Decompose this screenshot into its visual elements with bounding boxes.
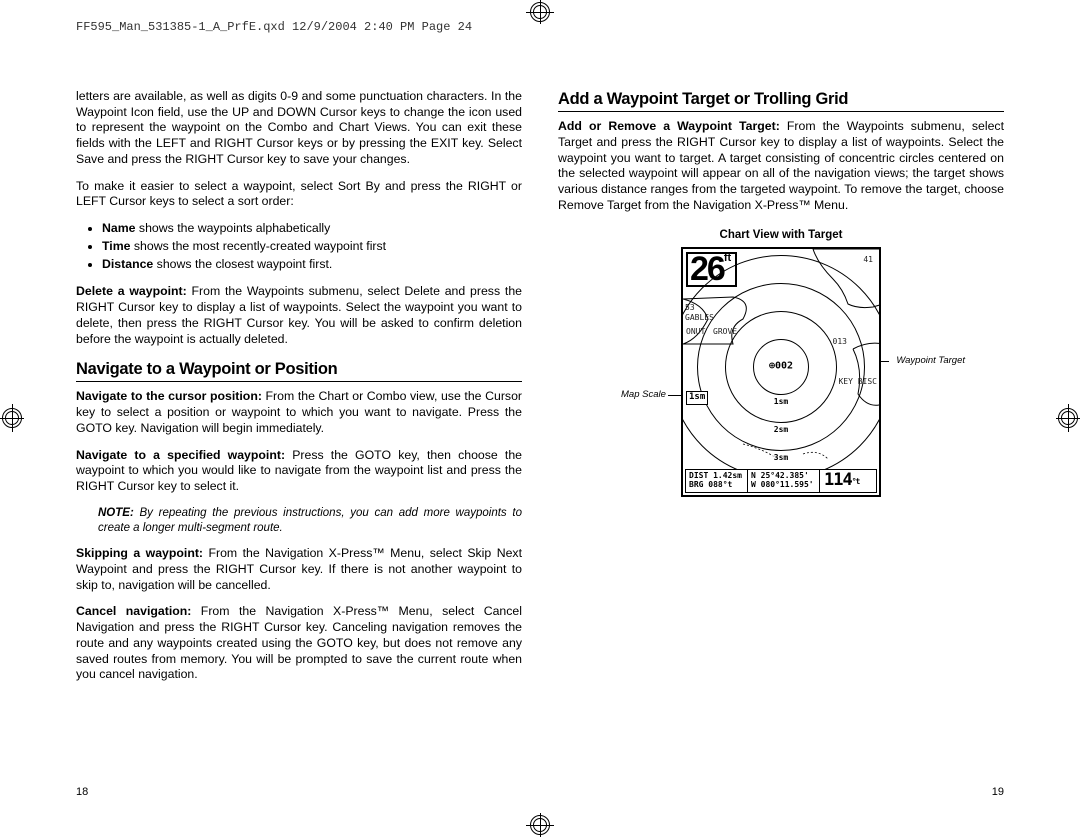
waypoint-icon: ⊕002 <box>769 361 793 374</box>
para: To make it easier to select a waypoint, … <box>76 179 522 210</box>
map-scale-box: 1sm <box>686 391 708 405</box>
left-column: letters are available, as well as digits… <box>76 89 522 694</box>
info-bar: DIST 1.42smBRG 088°t N 25°42.385'W 080°1… <box>685 469 877 493</box>
heading-navigate: Navigate to a Waypoint or Position <box>76 359 522 382</box>
page-number-left: 18 <box>76 786 88 798</box>
list-item: Distance shows the closest waypoint firs… <box>102 257 522 273</box>
note: NOTE: By repeating the previous instruct… <box>98 506 522 535</box>
para: Skipping a waypoint: From the Navigation… <box>76 546 522 593</box>
para: Navigate to a specified waypoint: Press … <box>76 448 522 495</box>
crop-circle <box>533 818 547 832</box>
ring-label: 3sm <box>773 453 789 463</box>
heading-target: Add a Waypoint Target or Trolling Grid <box>558 89 1004 112</box>
crop-circle <box>533 5 547 19</box>
sort-list: Name shows the waypoints alphabetically … <box>102 221 522 272</box>
para: Delete a waypoint: From the Waypoints su… <box>76 284 522 347</box>
ring-label: 1sm <box>773 397 789 407</box>
figure-title: Chart View with Target <box>720 228 843 243</box>
chart-figure: Chart View with Target Map Scale Waypoin… <box>558 228 1004 498</box>
list-item: Name shows the waypoints alphabetically <box>102 221 522 237</box>
crop-circle <box>5 411 19 425</box>
chart-screen: 41 53 GABLES ONUT GROVE 013 KEY BISC 26f… <box>681 247 881 497</box>
right-column: Add a Waypoint Target or Trolling Grid A… <box>558 89 1004 694</box>
para: letters are available, as well as digits… <box>76 89 522 168</box>
para: Navigate to the cursor position: From th… <box>76 389 522 436</box>
page-number-right: 19 <box>992 786 1004 798</box>
callout-waypoint-target: Waypoint Target <box>896 355 965 367</box>
map-label: 41 <box>863 255 873 265</box>
list-item: Time shows the most recently-created way… <box>102 239 522 255</box>
para: Cancel navigation: From the Navigation X… <box>76 604 522 683</box>
crop-circle <box>1061 411 1075 425</box>
ring-label: 2sm <box>773 425 789 435</box>
para: Add or Remove a Waypoint Target: From th… <box>558 119 1004 213</box>
callout-map-scale: Map Scale <box>621 389 666 401</box>
